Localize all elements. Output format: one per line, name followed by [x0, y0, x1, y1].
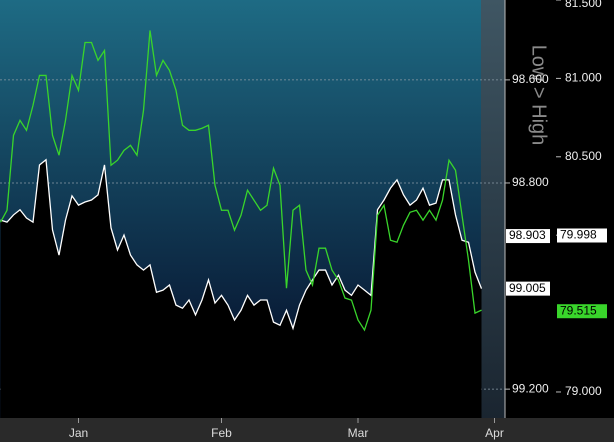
value-marker-label: 79.998 [560, 228, 597, 242]
series-line [0, 158, 483, 331]
y2-tick-label: 81.500 [565, 0, 602, 10]
x-tick-label: Jan [69, 426, 88, 440]
x-tick-label: Feb [211, 426, 232, 440]
value-marker [557, 228, 607, 243]
value-marker [506, 229, 550, 244]
x-tick-label: Mar [348, 426, 369, 440]
y-tick-label: 98.600 [512, 72, 549, 86]
y2-tick-label: 79.000 [565, 384, 602, 398]
y-tick-label: 98.800 [512, 175, 549, 189]
y2-tick-label: 80.500 [565, 149, 602, 163]
value-marker [506, 281, 550, 296]
value-marker-label: 99.005 [509, 281, 546, 295]
axis-annotation: Low > High [528, 45, 550, 146]
x-axis-bar [0, 418, 614, 442]
y-tick-label: 99.200 [512, 381, 549, 395]
value-marker-label: 98.903 [509, 228, 546, 242]
value-marker-label: 79.515 [560, 303, 597, 317]
value-marker [557, 304, 607, 319]
x-tick-label: Apr [485, 426, 504, 440]
y2-tick-label: 81.000 [565, 71, 602, 85]
area-fill [0, 159, 482, 418]
series-line [0, 30, 482, 332]
future-area [481, 0, 505, 418]
